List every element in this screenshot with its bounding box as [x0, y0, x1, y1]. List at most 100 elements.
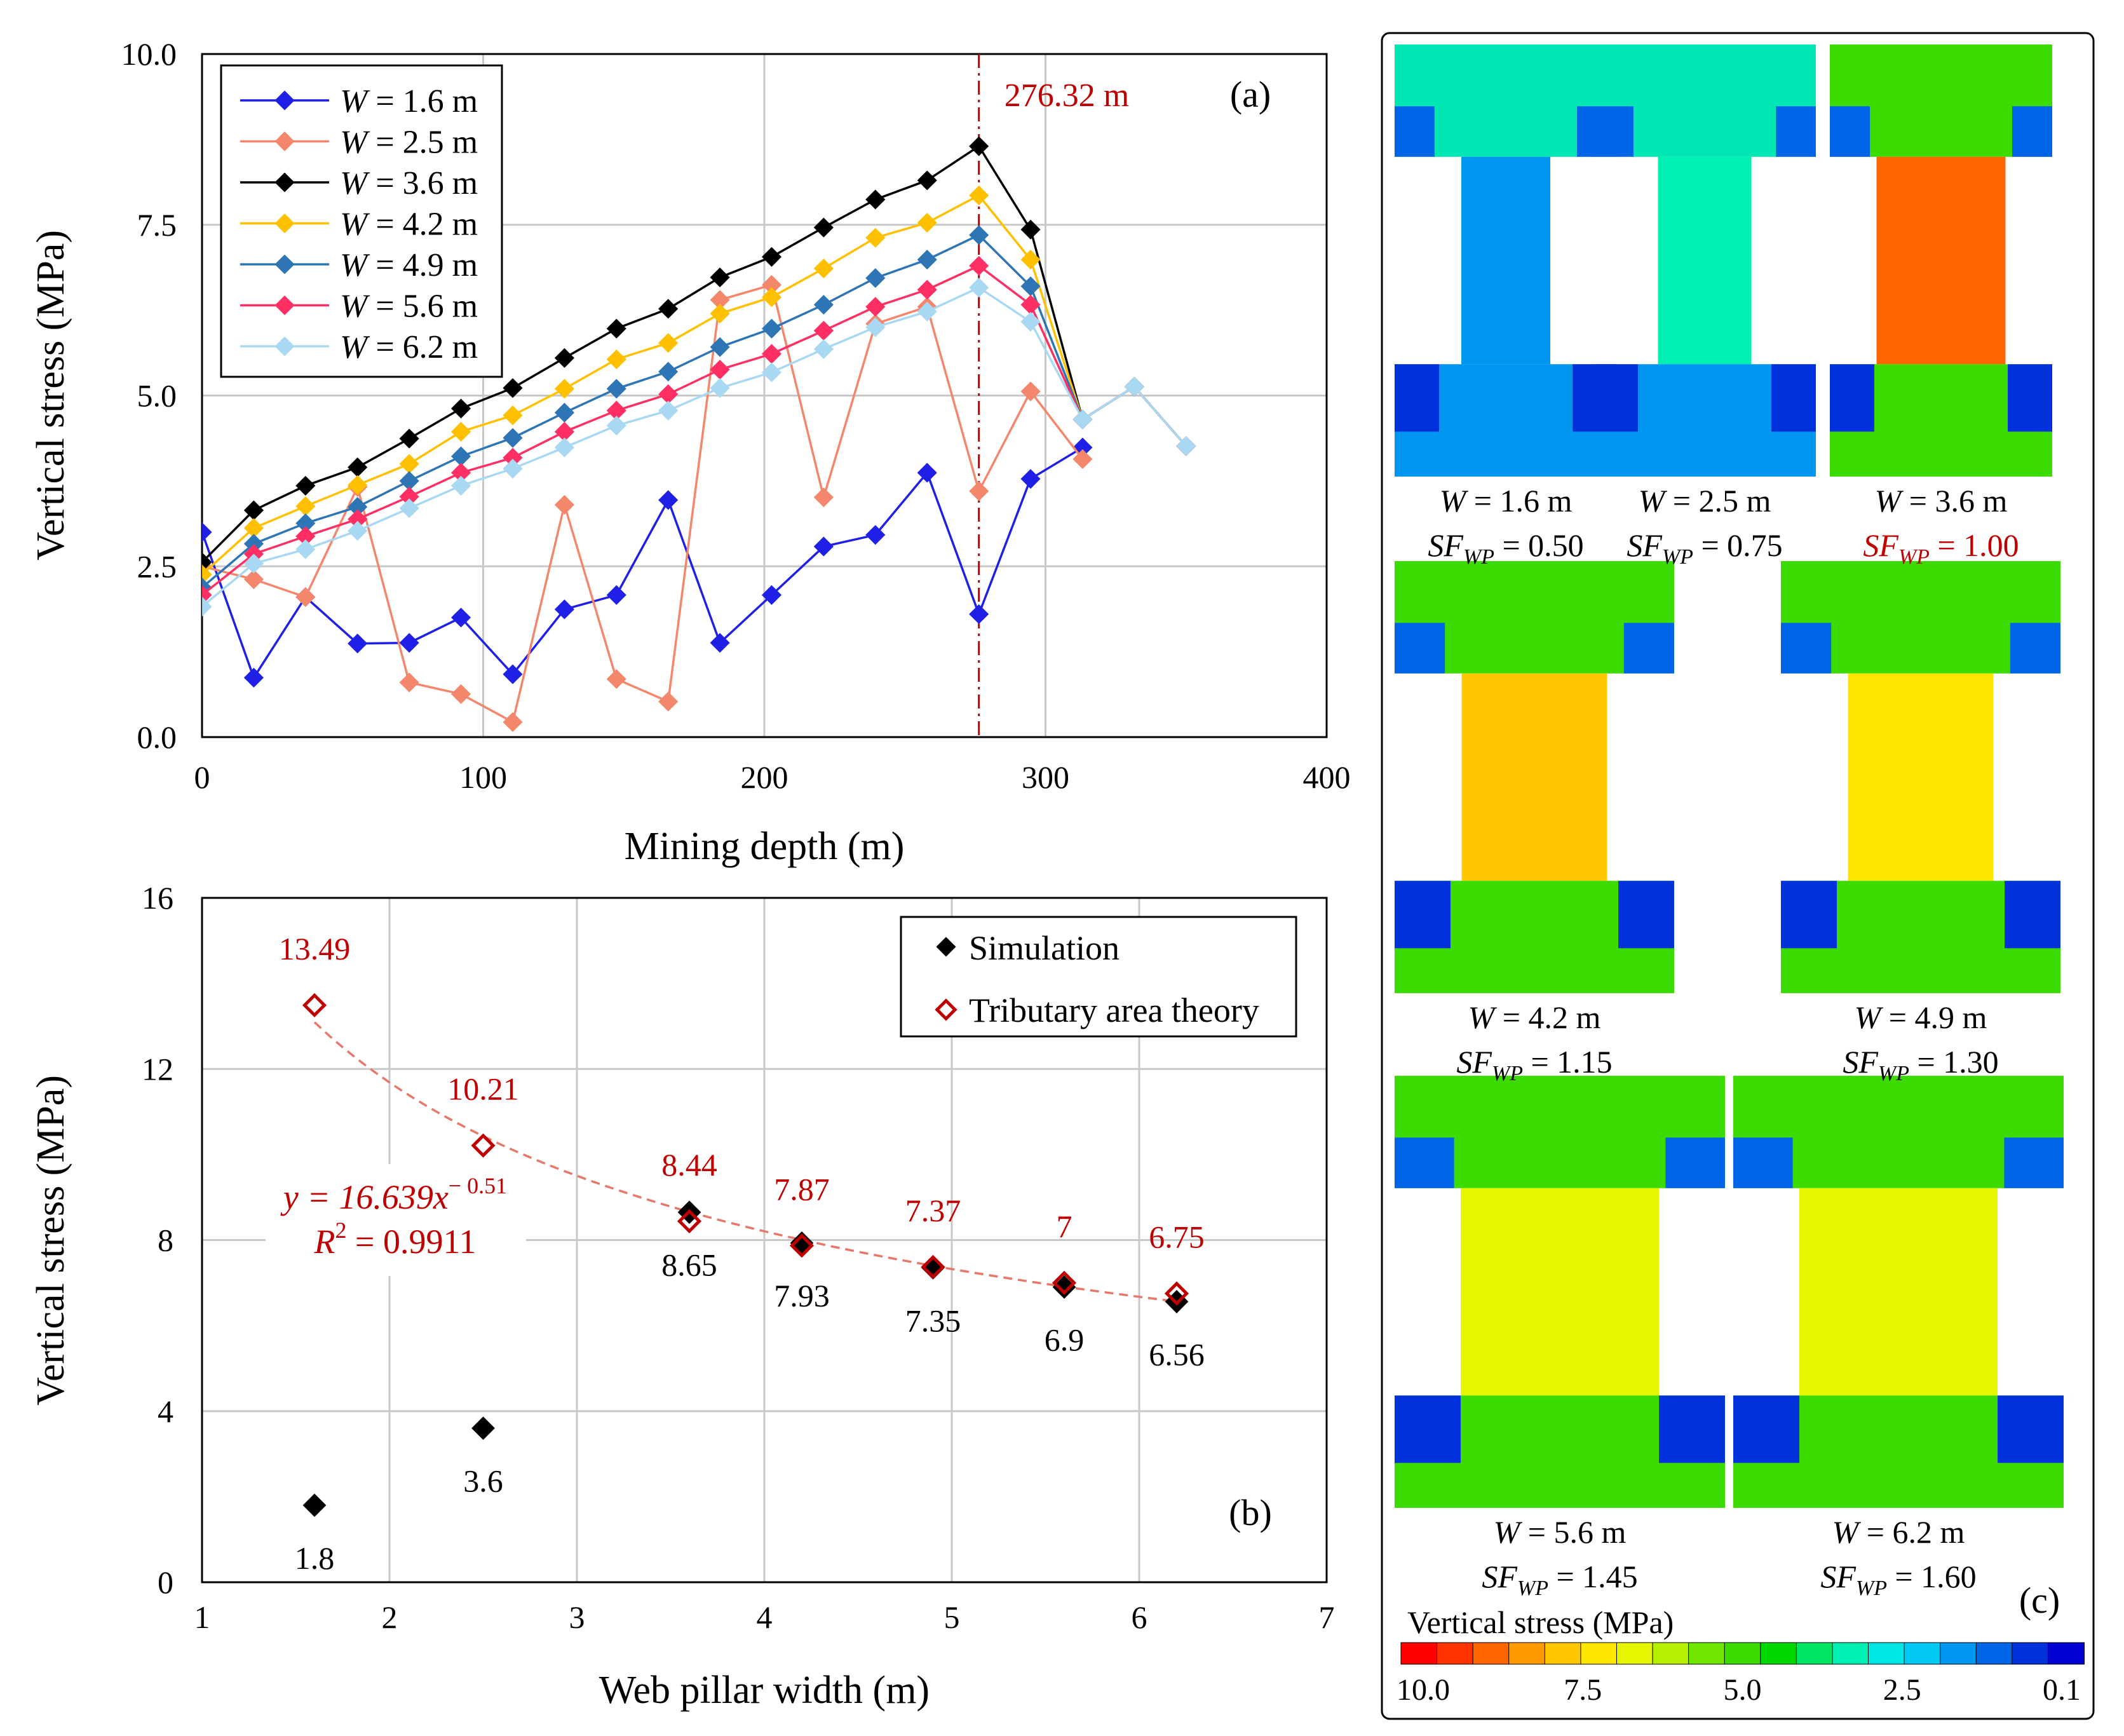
panel-a-data-point	[450, 398, 471, 419]
model-floor-corner-right	[1771, 364, 1816, 432]
panel-a-data-point	[917, 301, 937, 322]
model-web-pillar	[1848, 673, 1994, 881]
panel-a-data-point	[658, 691, 679, 712]
panel-a-data-point	[503, 428, 523, 448]
panel-a-series-line	[202, 283, 1084, 724]
model-roof-corner-left	[1733, 1137, 1793, 1188]
panel-a-data-point	[295, 496, 316, 517]
panel-a-y-tick-label: 7.5	[137, 207, 177, 243]
panel-a-data-point	[554, 494, 574, 515]
panel-b-legend-box	[900, 916, 1297, 1038]
colorbar-tick-label: 2.5	[1883, 1673, 1921, 1707]
panel-a-label: (a)	[1230, 74, 1271, 115]
model-roof-corner-left	[1781, 623, 1832, 674]
legend-marker	[274, 336, 295, 356]
colorbar-swatch	[1868, 1642, 1905, 1665]
legend-marker	[274, 213, 295, 234]
panel-a-data-point	[969, 255, 989, 276]
colorbar-swatch	[1437, 1642, 1474, 1665]
model-floor-corner-right	[1618, 881, 1674, 949]
simulation-value-label: 6.9	[1045, 1322, 1085, 1358]
model-floor-corner-left	[1395, 364, 1439, 432]
contour-width-caption: W = 4.9 m	[1855, 1000, 1987, 1035]
panel-a-series-line	[202, 446, 1083, 681]
panel-b-y-tick-label: 16	[142, 880, 173, 916]
panel-a-data-point	[399, 672, 419, 693]
panel-a-data-point	[969, 225, 989, 245]
panel-a-data-point	[399, 498, 419, 519]
panel-a-data-point	[865, 317, 886, 337]
contour-model-6	[1395, 1076, 1725, 1508]
panel-a-data-point	[813, 258, 834, 279]
panel-a-data-point	[710, 360, 730, 380]
colorbar-tick-label: 10.0	[1397, 1673, 1450, 1707]
panel-a-data-point	[243, 534, 264, 554]
panel-b-power-fit-curve	[313, 1021, 1177, 1303]
panel-a-data-point	[969, 185, 989, 206]
panel-a-data-point	[1072, 409, 1093, 430]
panel-a-data-point	[969, 136, 989, 156]
contour-model-4	[1395, 561, 1674, 993]
panel-a-data-point	[917, 280, 937, 300]
model-roof-corner-left	[1593, 106, 1634, 157]
colorbar-tick-label: 5.0	[1724, 1673, 1762, 1707]
panel-a-data-point	[348, 475, 368, 495]
colorbar-tick-label: 7.5	[1564, 1673, 1602, 1707]
panel-a-data-point	[865, 268, 886, 288]
model-web-pillar	[1658, 156, 1752, 365]
legend-marker	[274, 295, 295, 316]
simulation-value-label: 8.65	[661, 1247, 717, 1283]
panel-a-data-point	[202, 552, 212, 573]
legend-marker	[274, 131, 295, 152]
panel-a-data-point	[554, 348, 574, 368]
legend-tributary-marker	[935, 998, 957, 1021]
contour-model-3	[1830, 44, 2052, 477]
panel-a-data-point	[969, 481, 989, 501]
panel-a-data-point	[1020, 381, 1041, 402]
panel-b-plot-frame	[201, 897, 1328, 1583]
panel-b-x-tick-label: 1	[194, 1599, 210, 1635]
panel-a-data-point	[813, 339, 834, 359]
panel-a-y-axis-label: Vertical stress (MPa)	[29, 230, 72, 560]
panel-a-data-point	[813, 217, 834, 238]
panel-a-y-tick-label: 0.0	[137, 719, 177, 755]
panel-b-y-tick-label: 12	[142, 1051, 173, 1087]
panel-a-data-point	[1020, 294, 1041, 315]
panel-b-equation-box	[266, 1164, 526, 1276]
panel-a-data-point	[202, 597, 212, 617]
panel-a-data-point	[554, 599, 574, 620]
panel-a-data-point	[243, 518, 264, 538]
panel-a-data-point	[606, 585, 626, 605]
panel-a-data-point	[295, 539, 316, 559]
model-web-pillar	[1461, 673, 1607, 881]
panel-a-series-line	[202, 144, 1187, 564]
panel-a-y-tick-label: 5.0	[137, 378, 177, 414]
panel-b-x-tick-label: 7	[1319, 1599, 1335, 1635]
panel-a-series-line	[202, 286, 1187, 608]
colorbar-tick-label: 0.1	[2043, 1673, 2081, 1707]
simulation-value-label: 3.6	[463, 1463, 503, 1499]
panel-a-x-tick-label: 200	[741, 759, 788, 795]
panel-c-frame	[1381, 32, 2095, 1720]
legend-tributary-label: Tributary area theory	[969, 991, 1259, 1029]
simulation-point	[1052, 1275, 1076, 1299]
panel-b-x-tick-label: 4	[757, 1599, 773, 1635]
panel-a-x-tick-label: 100	[459, 759, 507, 795]
panel-a-data-point	[202, 522, 212, 543]
panel-a-data-point	[450, 684, 471, 704]
panel-a-data-point	[503, 405, 523, 426]
contour-model-1	[1395, 44, 1617, 477]
tributary-point	[1164, 1281, 1189, 1306]
contour-width-caption: W = 1.6 m	[1440, 483, 1573, 519]
tributary-value-label: 10.21	[447, 1071, 519, 1107]
tributary-value-label: 8.44	[661, 1147, 717, 1183]
panel-a-data-point	[554, 437, 574, 458]
panel-a-plot-frame	[201, 53, 1328, 738]
legend-label: W = 3.6 m	[340, 165, 478, 201]
panel-a-data-point	[554, 402, 574, 423]
panel-b-x-tick-label: 6	[1132, 1599, 1147, 1635]
legend-simulation-label: Simulation	[969, 929, 1119, 967]
panel-a-data-point	[295, 513, 316, 534]
model-roof-corner-right	[1776, 106, 1816, 157]
